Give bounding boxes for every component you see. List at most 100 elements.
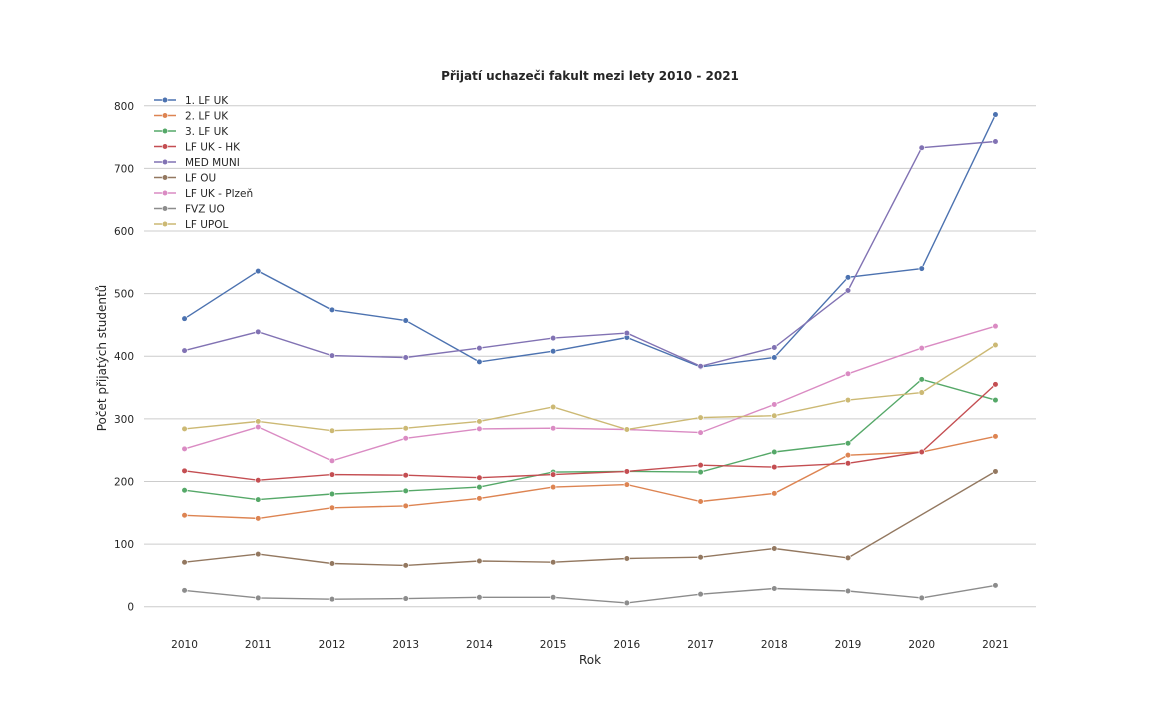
data-point [623,329,630,337]
data-point [402,502,409,509]
data-point [992,111,999,118]
data-point [181,445,188,453]
data-point [697,363,704,370]
legend-label: 2. LF UK [185,111,229,123]
legend-item: LF UK - Plzeň [154,188,253,200]
data-point [550,403,557,411]
data-point [255,423,262,431]
data-point [918,448,925,456]
x-tick-label: 2018 [761,639,788,651]
legend-item: LF UK - HK [154,142,241,154]
x-tick-label: 2011 [245,639,272,651]
data-point [328,504,336,511]
data-point [476,495,483,502]
data-point [697,468,704,476]
legend-item: 3. LF UK [154,126,229,138]
x-tick-label: 2014 [466,639,493,651]
legend-swatch-marker [161,96,169,104]
legend-item: LF UPOL [154,219,229,231]
series-line [184,344,996,432]
data-point [402,354,409,361]
data-point [992,323,999,330]
data-point [771,545,778,552]
series-line [184,435,996,520]
legend-swatch-marker [161,205,169,212]
series-7 [181,582,999,607]
data-point [918,265,925,272]
legend-label: 3. LF UK [185,126,229,138]
data-point [918,344,925,352]
data-point [623,468,630,475]
data-point [623,599,630,607]
data-point [992,433,999,440]
data-point [844,370,852,377]
data-point [844,287,852,294]
data-point [328,427,336,434]
data-point [476,557,483,565]
data-point [771,463,778,471]
legend-swatch-marker [161,189,169,197]
data-point [402,487,409,494]
y-tick-label: 600 [114,226,134,238]
data-point [181,512,188,519]
data-point [181,425,188,432]
data-point [476,484,483,491]
data-point [844,460,852,467]
data-point [255,515,262,522]
x-tick-label: 2019 [835,639,862,651]
data-point [992,582,999,589]
data-point [181,315,188,322]
data-point [550,425,557,432]
data-point [844,452,852,459]
data-point [181,467,188,474]
data-point [255,496,262,503]
series-line [184,584,996,604]
y-tick-label: 200 [114,476,134,488]
x-tick-label: 2016 [613,639,640,651]
data-point [255,328,262,335]
data-point [402,425,409,432]
data-point [771,354,778,361]
data-point [992,396,999,404]
data-point [992,468,999,475]
legend-label: LF UPOL [185,219,229,231]
data-point [697,414,704,421]
data-point [697,462,704,469]
y-axis-ticks: 0 100 200 300 400 500 600 700 800 [114,101,134,614]
legend-label: MED MUNI [185,157,240,169]
data-point [623,426,630,433]
data-point [328,560,336,567]
gridlines [144,105,1036,608]
data-point [328,457,336,464]
x-tick-label: 2012 [319,639,346,651]
legend-swatch-marker [161,158,169,166]
legend-swatch-marker [161,143,169,150]
data-point [550,348,557,355]
legend-label: LF UK - HK [185,142,241,154]
data-point [550,471,557,478]
data-point [550,559,557,566]
legend-label: LF UK - Plzeň [185,188,253,200]
data-point [476,418,483,425]
data-point [328,306,336,314]
series-3 [181,381,999,484]
chart-title: Přijatí uchazeči fakult mezi lety 2010 -… [441,69,739,83]
data-point [328,471,336,478]
legend-swatch-marker [161,127,169,135]
data-point [771,585,778,592]
series-line [184,325,996,462]
legend-item: 2. LF UK [154,111,229,123]
data-point [328,596,336,603]
series-2 [181,376,999,503]
y-tick-label: 400 [114,351,134,363]
x-tick-label: 2020 [908,639,935,651]
data-point [844,396,852,404]
series-line [184,378,996,501]
data-point [918,144,925,151]
y-tick-label: 700 [114,163,134,175]
x-tick-label: 2010 [171,639,198,651]
data-point [992,138,999,145]
data-point [476,358,483,365]
y-tick-label: 300 [114,414,134,426]
